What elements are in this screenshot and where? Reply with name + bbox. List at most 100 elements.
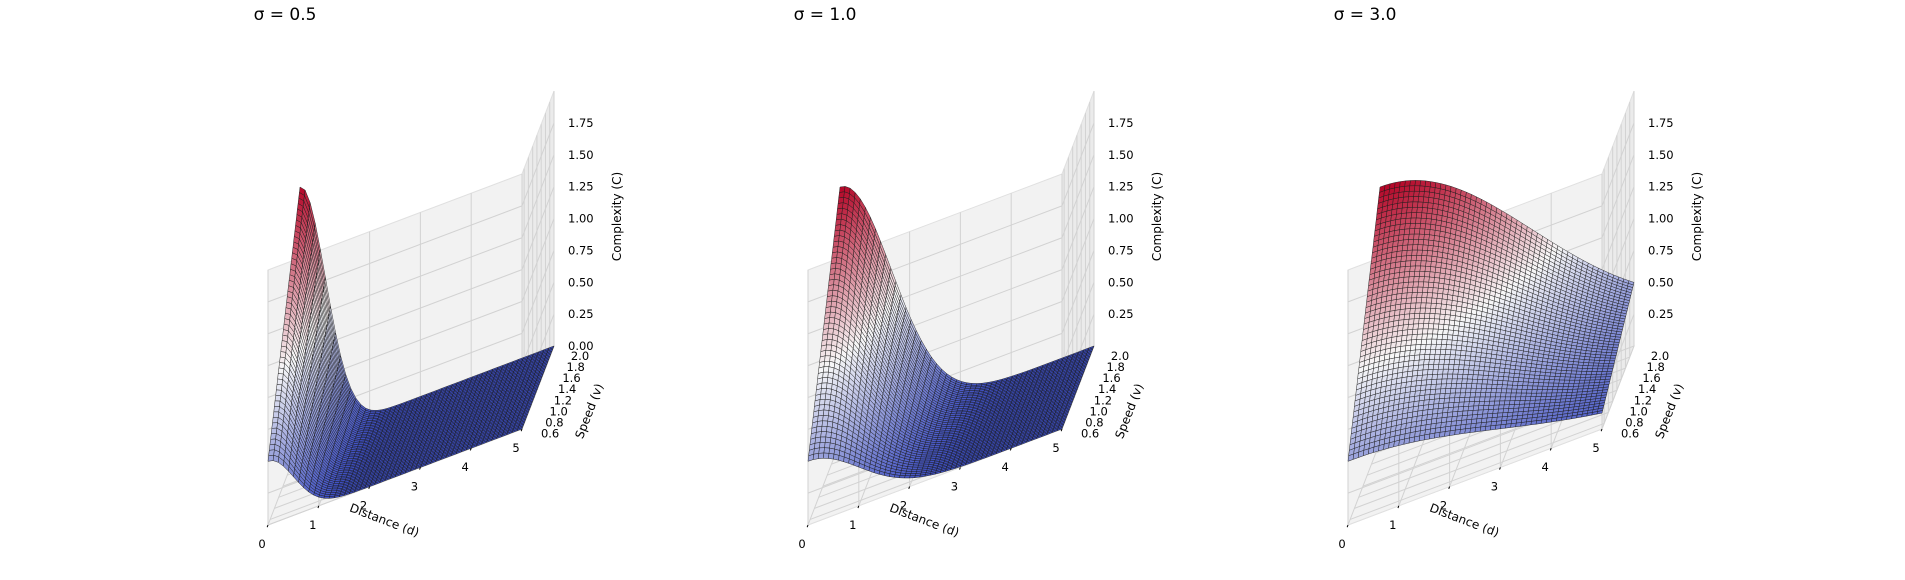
surface-cell [827, 328, 834, 335]
surface-cell [823, 361, 830, 367]
surface-cell [323, 495, 330, 499]
surface-cell [828, 447, 835, 455]
z-axis-label: Complexity (C) [610, 172, 624, 261]
surface-cell [271, 422, 278, 429]
surface-cell [277, 367, 285, 375]
surface-cell [927, 448, 935, 452]
surface-cell [828, 453, 835, 460]
x-axis-label: Distance (d) [348, 501, 421, 540]
surface-cell [832, 284, 839, 292]
surface-cell [816, 420, 823, 428]
surface-cell [272, 411, 280, 418]
surface-cell [833, 453, 840, 461]
surface-cell [824, 393, 832, 401]
ztick-label: 1.25 [568, 180, 594, 194]
surface-cell [824, 355, 831, 362]
xtick-label: 0 [258, 537, 265, 551]
chart-panel-2: 0123450.60.81.01.21.41.61.82.00.250.500.… [794, 5, 1164, 551]
surface-cell [969, 386, 977, 390]
surface-cell [911, 466, 919, 470]
surface-cell [269, 444, 276, 451]
surface-cell [267, 454, 274, 462]
surface-cell [919, 458, 926, 462]
surface-cell [826, 382, 833, 390]
surface-cell [937, 435, 944, 439]
surface-cell [967, 392, 975, 395]
ztick-label: 0.50 [568, 275, 594, 289]
surface-cell [816, 425, 823, 433]
gridline-z-right [521, 282, 555, 366]
surface-cell [280, 345, 287, 353]
surface-cell [823, 404, 830, 411]
surface-cell [824, 436, 832, 444]
surface-cell [824, 350, 832, 357]
surface-cell [273, 406, 280, 413]
gridline-z-right [521, 122, 555, 207]
surface-cell [968, 390, 975, 393]
surface-cell [910, 471, 917, 474]
surface-cell [272, 417, 279, 424]
surface-cell [276, 378, 283, 386]
surface-cell [818, 447, 825, 454]
surface-cell [836, 207, 843, 215]
surface-cell [270, 433, 277, 440]
surface-cell [909, 475, 916, 479]
surface-cell [945, 428, 952, 431]
surface-cell [274, 400, 281, 407]
surface-cell [819, 398, 826, 406]
surface-cell [270, 427, 278, 435]
chart-panel-1: 0123450.60.81.01.21.41.61.82.00.000.250.… [254, 5, 624, 551]
surface-cell [826, 426, 833, 433]
gridline-z-right [521, 218, 555, 302]
surface-cell [278, 362, 285, 369]
surface-cell [346, 460, 353, 463]
surface-cell [821, 420, 828, 427]
surface-cell [345, 463, 352, 466]
surface-cell [819, 442, 826, 449]
surface-cell [828, 317, 836, 324]
surface-cell [838, 191, 845, 199]
surface-cell [822, 371, 829, 378]
surface-cell [824, 442, 831, 449]
gridline-z-right [521, 186, 555, 270]
surface-cell [899, 475, 906, 479]
surface-cell [823, 409, 830, 417]
surface-cell [269, 438, 276, 446]
surface-cell [825, 388, 832, 395]
surface-cell [824, 398, 831, 406]
y-axis-label: Speed (v) [572, 382, 606, 441]
surface-cell [821, 382, 828, 389]
ztick-label: 1.50 [568, 148, 594, 162]
surface-cell [826, 333, 834, 340]
surface-cell [945, 426, 952, 429]
surface-cell [825, 431, 832, 438]
surface-cell [832, 289, 839, 297]
surface-cell [911, 469, 918, 472]
surface-cell [333, 483, 340, 486]
surface-cell [365, 423, 372, 426]
surface-cell [904, 473, 912, 477]
surface-cell [823, 447, 830, 454]
surface-cell [918, 460, 926, 464]
xtick-mark [266, 524, 269, 528]
surface-cell [817, 409, 825, 417]
surface-cell [905, 470, 912, 474]
surface-cell [822, 452, 830, 459]
xtick-label: 3 [411, 479, 418, 493]
surface-cell [276, 384, 283, 391]
surface-cell [830, 300, 837, 308]
surface-cell [279, 351, 287, 359]
surface-cell [820, 431, 827, 438]
surface-cell [821, 425, 828, 432]
chart-title: σ = 0.5 [254, 5, 317, 25]
surface-cell [927, 450, 934, 454]
gridline-z-right [521, 154, 555, 238]
surface-cell [828, 322, 835, 330]
surface-cell [926, 452, 933, 456]
surface-cell [829, 311, 836, 319]
surface-cell [812, 453, 820, 460]
surface-cell [279, 356, 286, 364]
surface-cell [821, 377, 829, 384]
surface-cell [332, 485, 339, 488]
surface-cell [914, 474, 921, 478]
